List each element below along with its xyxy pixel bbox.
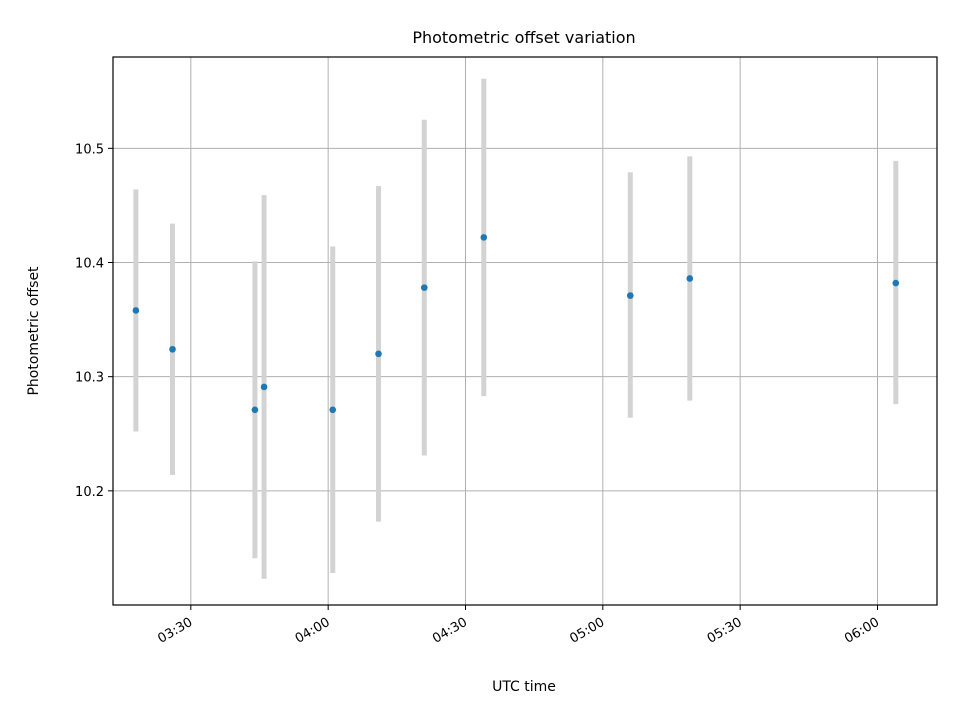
- x-tick-label: 03:30: [155, 615, 195, 647]
- data-point: [480, 234, 488, 241]
- error-bars: [133, 78, 899, 579]
- data-point: [251, 406, 259, 414]
- data-point: [626, 292, 634, 299]
- x-tick-label: 05:30: [705, 615, 745, 647]
- y-tick-label: 10.3: [75, 371, 104, 386]
- y-axis-label: Photometric offset: [26, 266, 42, 396]
- x-axis-label: UTC time: [492, 679, 556, 695]
- x-tick-label: 04:30: [430, 615, 470, 647]
- y-axis-ticks: 10.2 10.3 10.4 10.5: [75, 142, 113, 500]
- y-tick-label: 10.5: [75, 142, 104, 157]
- data-point: [169, 345, 176, 353]
- x-axis-ticks: 03:30 04:00 04:30 05:00 05:30 06:00: [155, 605, 882, 647]
- data-point: [375, 350, 382, 358]
- data-point: [420, 284, 428, 291]
- grid: [113, 57, 937, 605]
- data-point: [329, 406, 337, 414]
- x-tick-label: 06:00: [842, 615, 882, 647]
- x-tick-label: 05:00: [567, 615, 607, 647]
- x-tick-label: 04:00: [293, 615, 333, 647]
- data-points: [132, 234, 900, 414]
- data-point: [132, 307, 140, 314]
- data-point: [686, 275, 694, 282]
- data-point: [892, 279, 900, 287]
- chart-title: Photometric offset variation: [412, 28, 635, 47]
- plot-frame: [112, 56, 938, 606]
- y-tick-label: 10.4: [75, 257, 104, 272]
- data-point: [260, 383, 268, 391]
- y-tick-label: 10.2: [75, 485, 104, 500]
